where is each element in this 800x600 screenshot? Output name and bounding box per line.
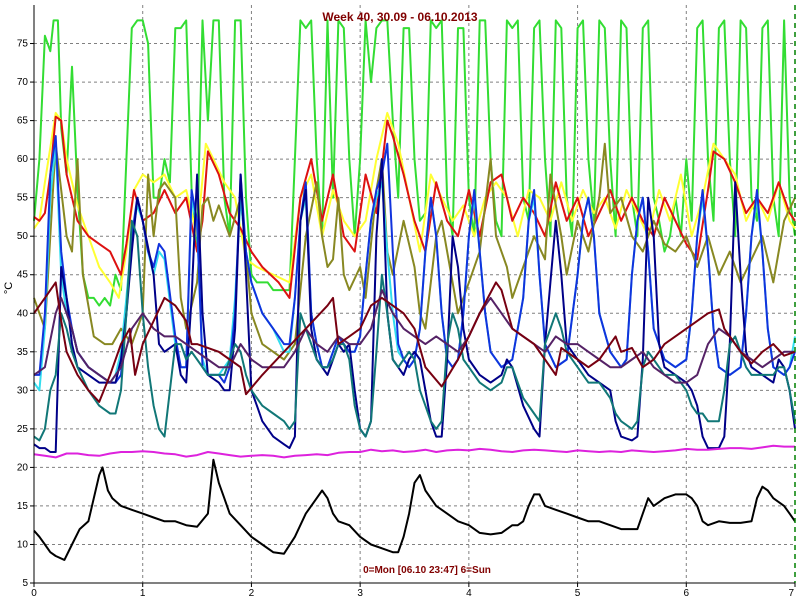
series-line-4 [33, 142, 796, 361]
series-line-10 [33, 281, 796, 403]
x-tick-label: 3 [357, 588, 363, 599]
y-tick-label: 20 [17, 462, 29, 473]
x-tick-labels: 0 1 2 3 4 5 6 7 [31, 588, 794, 599]
series-line-3 [33, 115, 796, 299]
series-group [33, 5, 796, 583]
series-line-8 [33, 219, 796, 442]
axes [33, 5, 795, 584]
y-tick-label: 35 [17, 347, 29, 358]
y-tick-label: 70 [17, 77, 29, 88]
x-tick-label: 2 [249, 588, 255, 599]
x-tick-label: 7 [788, 588, 794, 599]
y-tick-label: 45 [17, 270, 29, 281]
series-line-12 [33, 458, 796, 561]
series-line-11 [33, 444, 795, 459]
series-line-6 [34, 135, 796, 384]
y-tick-label: 10 [17, 539, 29, 550]
y-tick-label: 55 [17, 193, 29, 204]
x-tick-label: 0 [31, 588, 37, 599]
y-tick-label: 25 [17, 424, 29, 435]
y-tick-label: 15 [17, 501, 29, 512]
chart-footer: 0=Mon [06.10 23:47] 6=Sun [363, 565, 491, 576]
x-tick-label: 5 [575, 588, 581, 599]
y-axis-label: °C [3, 282, 15, 294]
series-line-1 [33, 19, 796, 307]
y-tick-label: 75 [17, 39, 29, 50]
y-tick-label: 30 [17, 385, 29, 396]
y-tick-label: 65 [17, 116, 29, 127]
x-tick-label: 4 [466, 588, 472, 599]
y-tick-labels: 5 10 15 20 25 30 35 40 45 50 55 60 65 70 75 [17, 39, 29, 589]
y-tick-label: 40 [17, 308, 29, 319]
y-tick-label: 5 [22, 578, 28, 589]
series-line-9 [33, 289, 795, 384]
x-tick-label: 6 [684, 588, 690, 599]
y-tick-label: 60 [17, 154, 29, 165]
x-tick-label: 1 [140, 588, 146, 599]
chart-title: Week 40, 30.09 - 06.10.2013 [322, 10, 478, 24]
series-line-2 [33, 111, 796, 299]
y-tick-label: 50 [17, 231, 29, 242]
